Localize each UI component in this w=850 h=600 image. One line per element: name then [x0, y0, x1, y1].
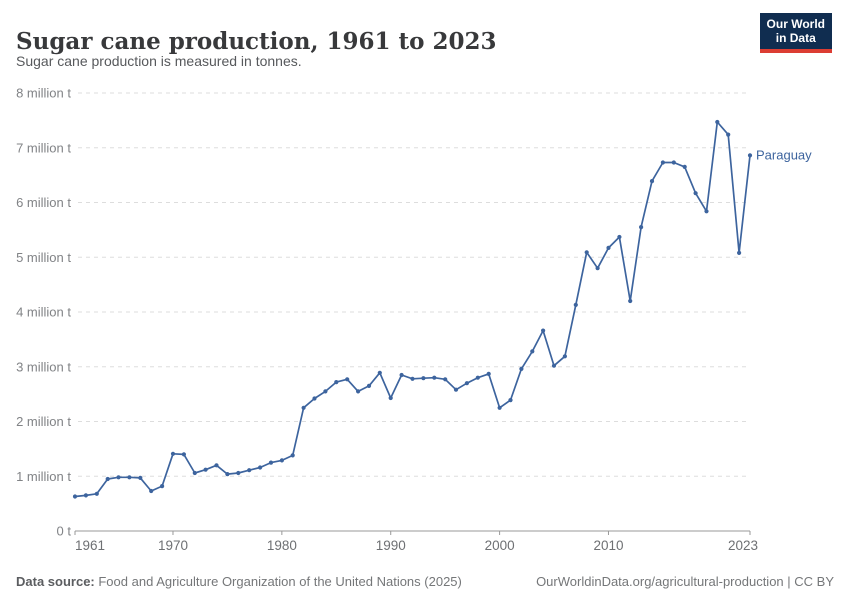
data-source-label: Data source: — [16, 574, 95, 589]
data-point-marker[interactable] — [345, 377, 350, 382]
data-point-marker[interactable] — [105, 476, 110, 482]
data-point-marker[interactable] — [301, 405, 306, 410]
data-point-marker[interactable] — [410, 376, 415, 381]
data-source-note: Data source: Food and Agriculture Organi… — [16, 574, 462, 589]
data-point-marker[interactable] — [562, 354, 568, 359]
y-axis-tick-label: 4 million t — [16, 305, 71, 320]
data-point-marker[interactable] — [247, 468, 252, 473]
data-point-marker[interactable] — [486, 371, 491, 376]
data-point-marker[interactable] — [704, 209, 709, 214]
owid-logo: Our World in Data — [759, 13, 832, 53]
data-point-marker[interactable] — [595, 266, 600, 271]
y-axis-tick-label: 1 million t — [16, 469, 71, 484]
data-point-marker[interactable] — [170, 451, 176, 456]
data-point-marker[interactable] — [160, 484, 165, 489]
page-title: Sugar cane production, 1961 to 2023 — [16, 28, 497, 56]
x-axis-tick-label: 1970 — [158, 538, 188, 553]
data-point-marker[interactable] — [530, 349, 535, 354]
data-point-marker[interactable] — [606, 245, 611, 250]
data-point-marker[interactable] — [258, 465, 263, 470]
data-point-marker[interactable] — [628, 298, 633, 304]
credit-link[interactable]: OurWorldinData.org/agricultural-producti… — [536, 574, 834, 589]
data-point-marker[interactable] — [149, 488, 154, 494]
data-point-marker[interactable] — [83, 493, 88, 498]
data-point-marker[interactable] — [323, 389, 328, 394]
data-point-marker[interactable] — [268, 460, 274, 465]
data-point-marker[interactable] — [737, 250, 742, 255]
data-point-marker[interactable] — [312, 396, 317, 401]
series-end-label[interactable]: Paraguay — [756, 147, 812, 162]
data-point-marker[interactable] — [236, 470, 241, 476]
chart-subtitle: Sugar cane production is measured in ton… — [16, 53, 302, 69]
y-axis-tick-label: 2 million t — [16, 414, 71, 429]
data-series-line[interactable] — [74, 121, 751, 498]
y-axis-tick-label: 8 million t — [16, 86, 71, 101]
y-axis-tick-label: 3 million t — [16, 359, 71, 374]
data-point-marker[interactable] — [660, 160, 666, 165]
y-axis-tick-label: 6 million t — [16, 195, 71, 210]
data-point-marker[interactable] — [584, 250, 589, 255]
data-point-marker[interactable] — [682, 164, 687, 169]
data-point-marker[interactable] — [203, 467, 208, 472]
data-point-marker[interactable] — [649, 179, 655, 184]
data-point-marker[interactable] — [225, 472, 230, 477]
data-point-marker[interactable] — [214, 463, 219, 468]
data-point-marker[interactable] — [747, 153, 753, 158]
data-point-marker[interactable] — [127, 475, 132, 480]
data-point-marker[interactable] — [377, 370, 382, 375]
chart-footer: Data source: Food and Agriculture Organi… — [16, 574, 834, 589]
y-axis-tick-label: 0 t — [57, 524, 72, 539]
y-axis-tick-label: 7 million t — [16, 140, 71, 155]
data-point-marker[interactable] — [388, 395, 393, 401]
data-point-marker[interactable] — [541, 328, 546, 333]
data-point-marker[interactable] — [72, 494, 78, 499]
data-point-marker[interactable] — [432, 375, 437, 380]
owid-logo-line2: in Data — [775, 31, 816, 46]
data-point-marker[interactable] — [356, 389, 361, 394]
data-point-marker[interactable] — [551, 363, 557, 368]
x-axis-tick-label: 1990 — [376, 538, 406, 553]
data-point-marker[interactable] — [399, 372, 404, 378]
data-point-marker[interactable] — [573, 302, 578, 307]
data-point-marker[interactable] — [421, 376, 426, 381]
data-point-marker[interactable] — [497, 405, 502, 410]
data-point-marker[interactable] — [519, 366, 524, 371]
data-point-marker[interactable] — [453, 387, 459, 392]
owid-logo-line1: Our World — [766, 17, 825, 31]
data-point-marker[interactable] — [715, 119, 720, 125]
x-axis-tick-label: 2010 — [593, 538, 623, 553]
data-point-marker[interactable] — [94, 491, 99, 496]
data-point-marker[interactable] — [464, 381, 469, 386]
x-axis-tick-label: 2000 — [485, 538, 515, 553]
data-point-marker[interactable] — [181, 452, 186, 457]
data-point-marker[interactable] — [192, 470, 197, 476]
data-point-marker[interactable] — [475, 375, 480, 380]
data-point-marker[interactable] — [116, 475, 121, 480]
x-axis-tick-label: 2023 — [728, 538, 758, 553]
data-point-marker[interactable] — [279, 458, 284, 463]
data-point-marker[interactable] — [671, 160, 676, 165]
data-point-marker[interactable] — [366, 383, 372, 388]
data-source-text: Food and Agriculture Organization of the… — [94, 574, 462, 589]
y-axis-tick-label: 5 million t — [16, 250, 71, 265]
data-point-marker[interactable] — [693, 191, 698, 196]
data-point-marker[interactable] — [334, 380, 339, 385]
data-point-marker[interactable] — [639, 225, 644, 230]
data-point-marker[interactable] — [508, 398, 513, 403]
data-point-marker[interactable] — [726, 132, 731, 137]
data-point-marker[interactable] — [290, 453, 295, 458]
x-axis-tick-label: 1961 — [75, 538, 105, 553]
x-axis-tick-label: 1980 — [267, 538, 297, 553]
data-point-marker[interactable] — [138, 475, 143, 480]
data-point-marker[interactable] — [443, 377, 448, 382]
data-point-marker[interactable] — [617, 234, 622, 240]
